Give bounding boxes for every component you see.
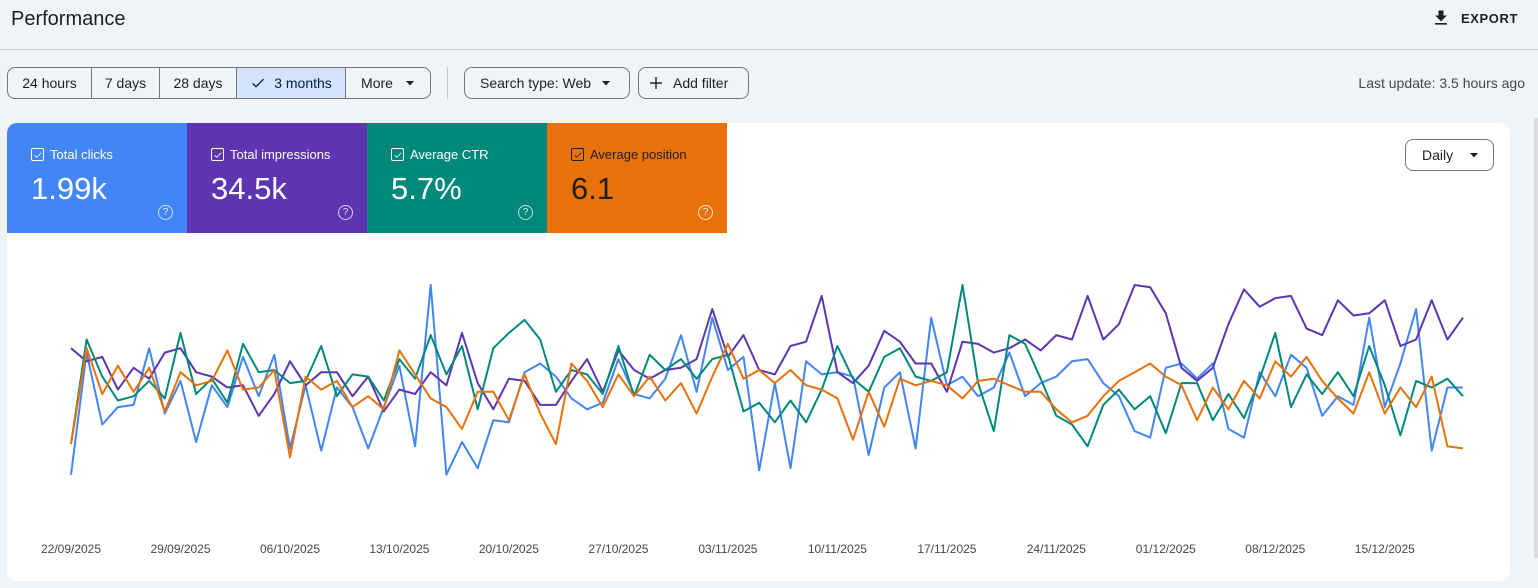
last-update-text: Last update: 3.5 hours ago <box>1358 75 1525 91</box>
date-range-selector: 24 hours 7 days 28 days 3 months More <box>7 67 431 99</box>
download-icon <box>1435 10 1447 25</box>
scrollbar[interactable] <box>1534 118 1538 558</box>
metric-tile-average-position[interactable]: Average position 6.1 ? <box>547 123 727 233</box>
range-more-dropdown[interactable]: More <box>346 68 430 98</box>
check-icon <box>252 78 265 88</box>
range-24-hours[interactable]: 24 hours <box>8 68 92 98</box>
x-tick-label: 06/10/2025 <box>260 542 320 556</box>
metric-value: 5.7% <box>391 171 462 206</box>
series-line-average-ctr <box>70 284 1464 448</box>
metric-label: Total impressions <box>230 147 331 162</box>
export-button[interactable]: EXPORT <box>1431 8 1518 28</box>
help-icon[interactable]: ? <box>158 205 173 220</box>
page-header: Performance EXPORT <box>0 0 1538 50</box>
metric-value: 34.5k <box>211 171 287 206</box>
x-tick-label: 03/11/2025 <box>698 542 757 556</box>
caret-down-icon <box>405 81 414 86</box>
x-tick-label: 27/10/2025 <box>588 542 648 556</box>
metric-tile-total-impressions[interactable]: Total impressions 34.5k ? <box>187 123 367 233</box>
page-title: Performance <box>11 8 126 30</box>
caret-down-icon <box>1470 153 1478 158</box>
x-tick-label: 17/11/2025 <box>917 542 976 556</box>
help-icon[interactable]: ? <box>698 205 713 220</box>
metric-label: Average CTR <box>410 147 489 162</box>
metric-value: 6.1 <box>571 171 615 206</box>
plus-icon <box>650 77 662 89</box>
caret-down-icon <box>602 81 611 86</box>
metric-tile-total-clicks[interactable]: Total clicks 1.99k ? <box>7 123 187 233</box>
metric-label: Total clicks <box>50 147 113 162</box>
help-icon[interactable]: ? <box>338 205 353 220</box>
metric-tile-average-ctr[interactable]: Average CTR 5.7% ? <box>367 123 547 233</box>
checkbox-icon <box>391 148 404 161</box>
x-tick-label: 15/12/2025 <box>1355 542 1415 556</box>
x-tick-label: 20/10/2025 <box>479 542 539 556</box>
metric-label: Average position <box>590 147 687 162</box>
metric-tiles: Total clicks 1.99k ? Total impressions 3… <box>7 123 727 233</box>
x-tick-label: 13/10/2025 <box>369 542 429 556</box>
export-label: EXPORT <box>1460 10 1518 26</box>
performance-line-chart: 22/09/2025 29/09/2025 06/10/2025 13/10/2025… <box>41 284 1464 556</box>
checkbox-icon <box>571 148 584 161</box>
search-type-filter[interactable]: Search type: Web <box>464 67 630 99</box>
series-line-average-position <box>70 342 1464 459</box>
x-tick-label: 24/11/2025 <box>1027 542 1086 556</box>
x-tick-label: 10/11/2025 <box>808 542 867 556</box>
checkbox-icon <box>31 148 44 161</box>
help-icon[interactable]: ? <box>518 205 533 220</box>
granularity-dropdown[interactable]: Daily <box>1405 139 1494 171</box>
toolbar-divider <box>447 67 448 99</box>
checkbox-icon <box>211 148 224 161</box>
x-tick-label: 29/09/2025 <box>150 542 210 556</box>
add-filter-button[interactable]: Add filter <box>638 67 749 99</box>
x-tick-label: 22/09/2025 <box>41 542 101 556</box>
range-7-days[interactable]: 7 days <box>92 68 160 98</box>
range-3-months[interactable]: 3 months <box>237 68 346 98</box>
range-28-days[interactable]: 28 days <box>160 68 237 98</box>
toolbar: 24 hours 7 days 28 days 3 months More Se… <box>7 67 749 99</box>
x-tick-label: 08/12/2025 <box>1245 542 1305 556</box>
metric-value: 1.99k <box>31 171 107 206</box>
series-line-total-clicks <box>70 284 1463 476</box>
performance-card: Total clicks 1.99k ? Total impressions 3… <box>7 123 1510 581</box>
x-tick-label: 01/12/2025 <box>1136 542 1196 556</box>
